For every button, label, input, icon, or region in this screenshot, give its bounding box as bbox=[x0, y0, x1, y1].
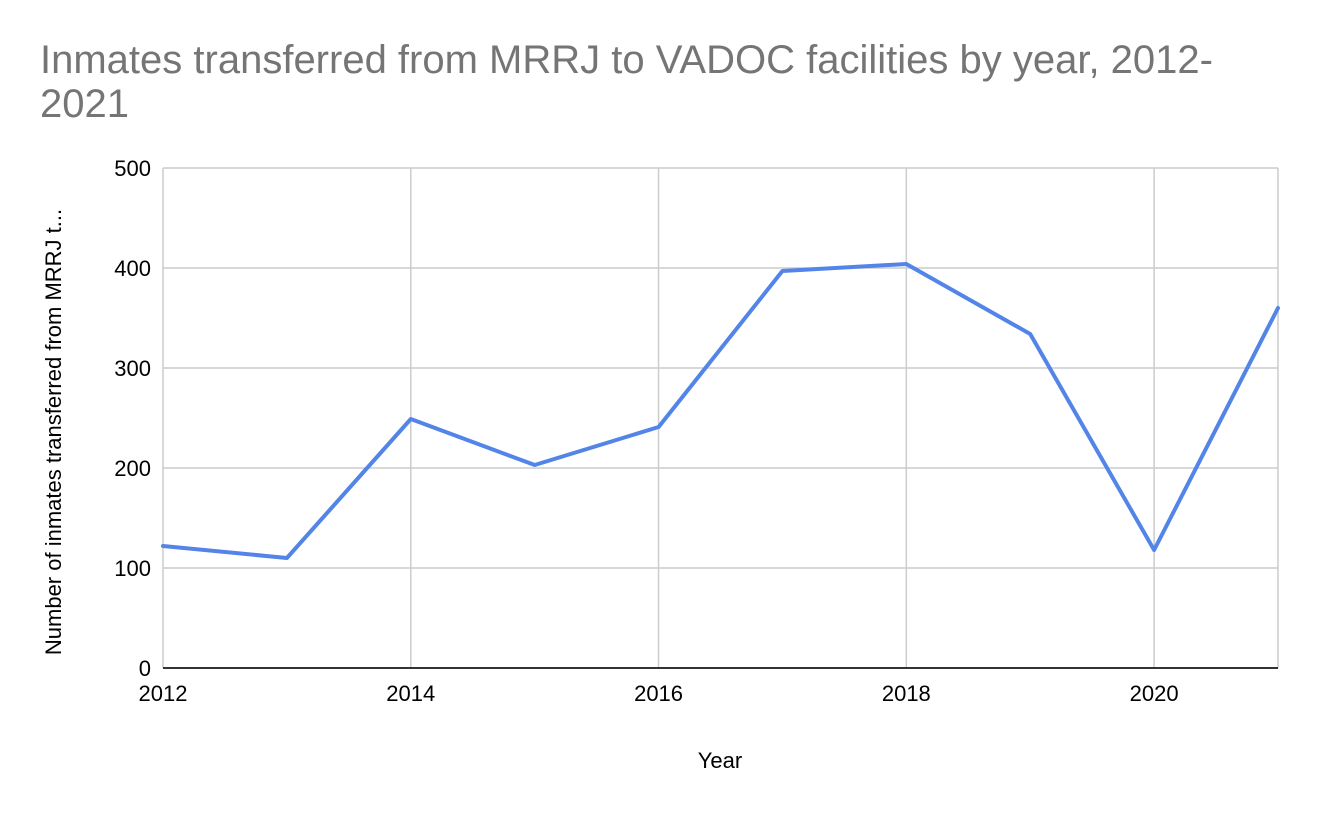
grid-lines bbox=[162, 167, 1279, 668]
y-axis-label: Number of inmates transferred from MRRJ … bbox=[41, 209, 66, 655]
y-tick-label: 500 bbox=[114, 156, 151, 181]
data-point bbox=[161, 544, 165, 548]
y-tick-label: 200 bbox=[114, 456, 151, 481]
data-point bbox=[1276, 306, 1280, 310]
data-point bbox=[904, 262, 908, 266]
x-tick-label: 2014 bbox=[386, 681, 435, 706]
series-layer bbox=[161, 262, 1280, 560]
data-point bbox=[409, 417, 413, 421]
x-axis-label: Year bbox=[698, 748, 742, 773]
series-line bbox=[161, 262, 1280, 560]
x-tick-label: 2016 bbox=[634, 681, 683, 706]
x-tick-label: 2012 bbox=[139, 681, 188, 706]
data-point bbox=[657, 425, 661, 429]
x-tick-label: 2020 bbox=[1130, 681, 1179, 706]
y-tick-label: 400 bbox=[114, 256, 151, 281]
chart-title: Inmates transferred from MRRJ to VADOC f… bbox=[40, 38, 1213, 126]
data-point bbox=[780, 269, 784, 273]
x-tick-label: 2018 bbox=[882, 681, 931, 706]
data-point bbox=[285, 556, 289, 560]
data-point bbox=[1152, 548, 1156, 552]
y-tick-label: 100 bbox=[114, 556, 151, 581]
data-point bbox=[533, 463, 537, 467]
y-tick-label: 300 bbox=[114, 356, 151, 381]
y-tick-label: 0 bbox=[139, 656, 151, 681]
tick-labels: 0 100 200 300 400 500 2012 2014 2016 2018 2020 bbox=[114, 156, 1178, 706]
data-point bbox=[1028, 332, 1032, 336]
